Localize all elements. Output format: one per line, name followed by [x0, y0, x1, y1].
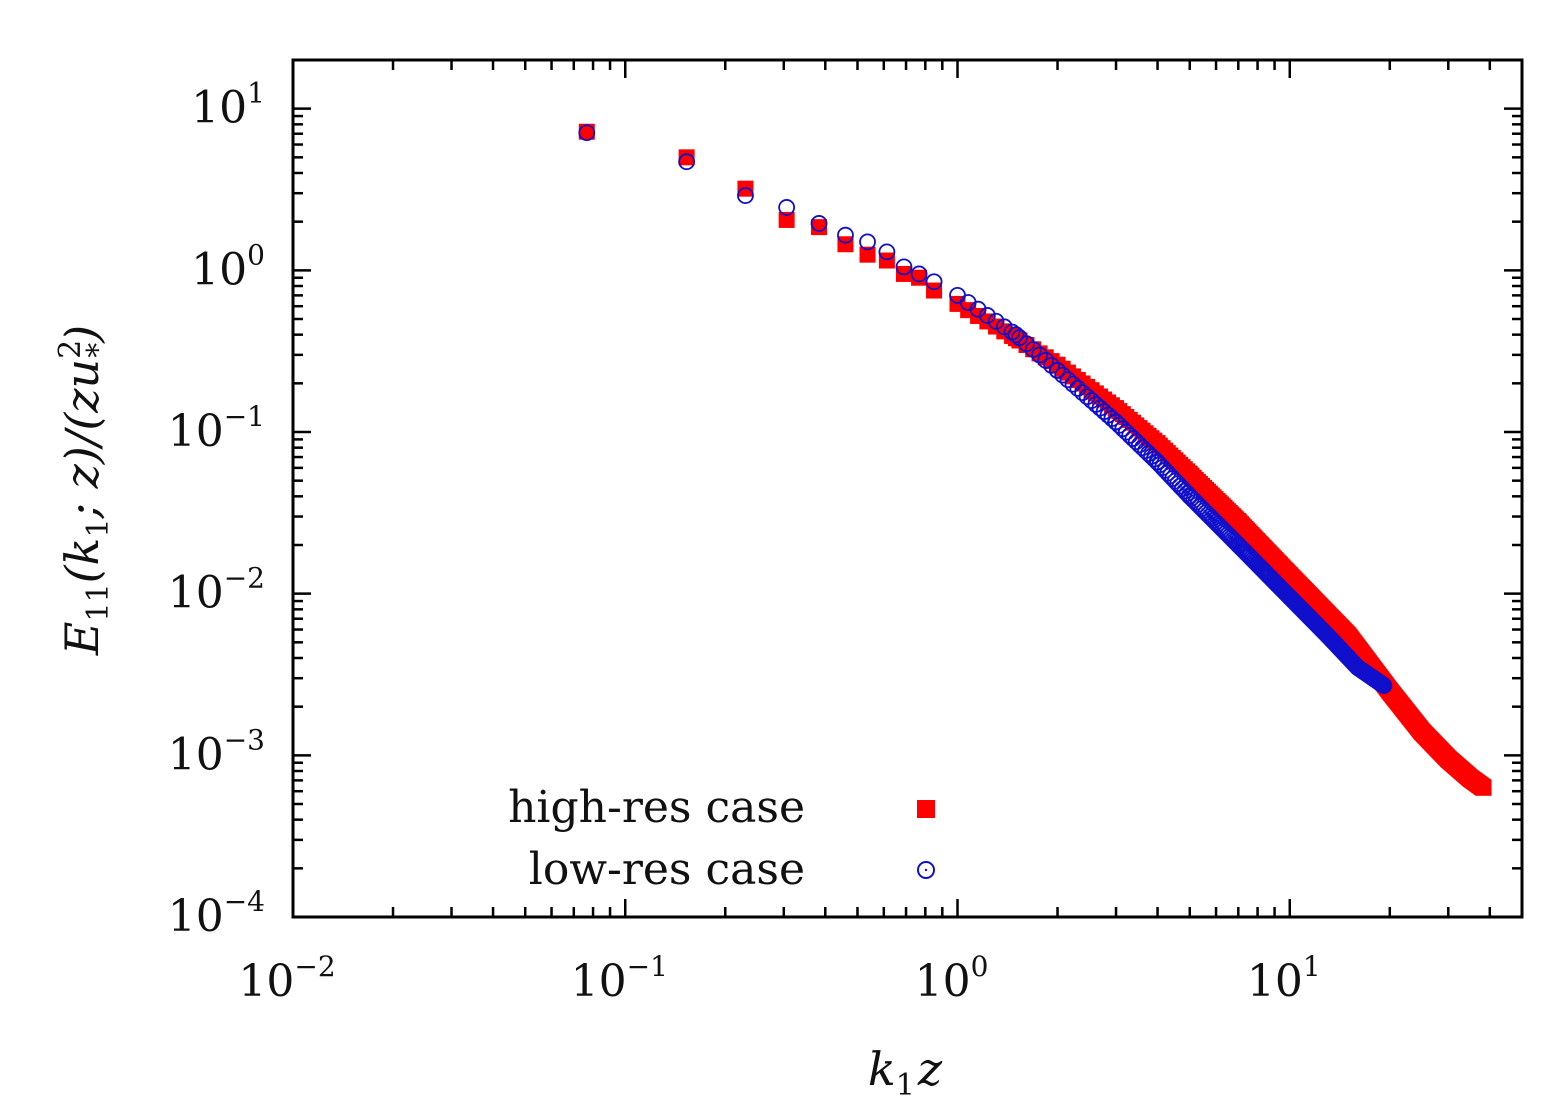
x-tick-label: 101 — [1247, 950, 1321, 1007]
x-tick-label: 100 — [915, 950, 989, 1007]
high-res-series — [578, 123, 1492, 796]
x-tick-label: 10−2 — [238, 950, 335, 1007]
low-res-point — [1054, 366, 1072, 384]
tick-layer — [291, 58, 1524, 919]
y-tick-base: 10 — [168, 568, 224, 619]
low-res-point — [837, 226, 854, 244]
x-tick-exp: 1 — [1303, 950, 1321, 983]
high-res-point — [837, 236, 854, 253]
high-res-point — [926, 282, 943, 299]
low-res-point — [1031, 346, 1048, 364]
y-tick-exp: −1 — [224, 400, 265, 433]
high-res-point — [878, 252, 895, 269]
legend-marker-low-res — [917, 861, 935, 879]
x-label-k: k — [868, 1042, 896, 1096]
y-label-open: (k — [55, 538, 109, 584]
low-res-point — [1048, 361, 1066, 379]
low-res-series — [578, 124, 1393, 694]
low-res-point — [737, 187, 754, 204]
y-tick-base: 10 — [168, 891, 224, 942]
high-res-point — [811, 219, 828, 236]
y-tick-exp: −3 — [224, 723, 265, 756]
plot-frame — [291, 58, 1524, 919]
y-label-u-sup: 2 — [53, 340, 88, 359]
x-tick-base: 10 — [571, 956, 627, 1007]
x-tick-label: 10−1 — [571, 950, 668, 1007]
low-res-point — [810, 215, 828, 232]
y-tick-label: 10−3 — [168, 723, 265, 780]
high-res-point — [911, 269, 928, 286]
low-res-point — [969, 300, 987, 318]
legend-marker-high-res — [917, 800, 935, 818]
y-tick-exp: −4 — [224, 885, 265, 918]
low-res-point — [1127, 433, 1145, 451]
y-tick-label: 10−4 — [168, 885, 265, 942]
low-res-point — [1131, 436, 1148, 454]
low-res-point — [1183, 489, 1200, 507]
y-tick-label: 10−1 — [168, 400, 265, 457]
x-label-z: z — [917, 1042, 943, 1096]
y-tick-exp: −2 — [224, 562, 265, 595]
low-res-point — [910, 265, 928, 283]
low-res-point — [978, 307, 996, 324]
x-tick-base: 10 — [238, 956, 294, 1007]
y-axis-label: E11(k1; z)/(zu2*) — [53, 325, 116, 656]
x-tick-exp: −2 — [294, 950, 335, 983]
low-res-point — [895, 258, 913, 276]
x-axis-label: k1z — [868, 1042, 943, 1102]
y-tick-label: 100 — [191, 238, 265, 295]
high-res-point — [778, 211, 795, 228]
y-tick-base: 10 — [191, 244, 247, 295]
low-res-point — [925, 273, 943, 291]
high-res-point — [1475, 779, 1492, 796]
low-res-point — [878, 243, 896, 261]
y-label-k-sub: 1 — [81, 518, 116, 537]
legend-marker-low-res-dot — [924, 868, 928, 872]
low-res-point — [1059, 371, 1077, 389]
x-tick-exp: −1 — [627, 950, 668, 983]
legend: high-res case low-res case — [508, 782, 935, 895]
series-layer — [578, 123, 1492, 796]
low-res-point — [1375, 676, 1392, 694]
high-res-point — [678, 149, 695, 166]
low-res-point — [1134, 439, 1151, 457]
y-tick-base: 10 — [191, 83, 247, 134]
low-res-point — [1124, 430, 1142, 447]
x-label-sub: 1 — [896, 1068, 915, 1102]
y-label-e: E — [55, 622, 109, 657]
low-res-point — [1069, 380, 1087, 397]
svg-text:E11(k1; z)/(zu2*): E11(k1; z)/(zu2*) — [53, 325, 116, 656]
y-tick-exp: 1 — [247, 77, 265, 110]
y-tick-base: 10 — [168, 729, 224, 780]
y-tick-label: 10−2 — [168, 562, 265, 619]
y-label-e-sub: 11 — [81, 583, 116, 621]
legend-label-low-res: low-res case — [529, 844, 805, 895]
low-res-point — [987, 312, 1005, 330]
high-res-point — [578, 123, 595, 140]
y-tick-exp: 0 — [247, 238, 265, 271]
low-res-point — [1185, 491, 1203, 509]
low-res-point — [678, 153, 696, 171]
y-label-close: ) — [55, 325, 109, 344]
low-res-point — [1137, 442, 1154, 460]
low-res-point — [1064, 375, 1082, 393]
y-tick-base: 10 — [168, 406, 224, 457]
low-res-point — [859, 233, 876, 251]
svg-text:k1z: k1z — [868, 1042, 943, 1102]
y-label-mid: ; z)/(zu — [55, 359, 109, 520]
low-res-point — [1043, 356, 1060, 374]
low-res-point — [1037, 351, 1055, 369]
legend-label-high-res: high-res case — [508, 782, 805, 833]
low-res-point — [778, 199, 796, 216]
y-label-u-sub: * — [81, 343, 116, 358]
low-res-point — [1007, 326, 1025, 344]
high-res-point — [859, 246, 876, 263]
y-tick-label: 101 — [191, 77, 265, 134]
low-res-point — [578, 124, 596, 142]
x-tick-base: 10 — [1247, 956, 1303, 1007]
x-tick-exp: 0 — [971, 950, 989, 983]
x-tick-base: 10 — [915, 956, 971, 1007]
